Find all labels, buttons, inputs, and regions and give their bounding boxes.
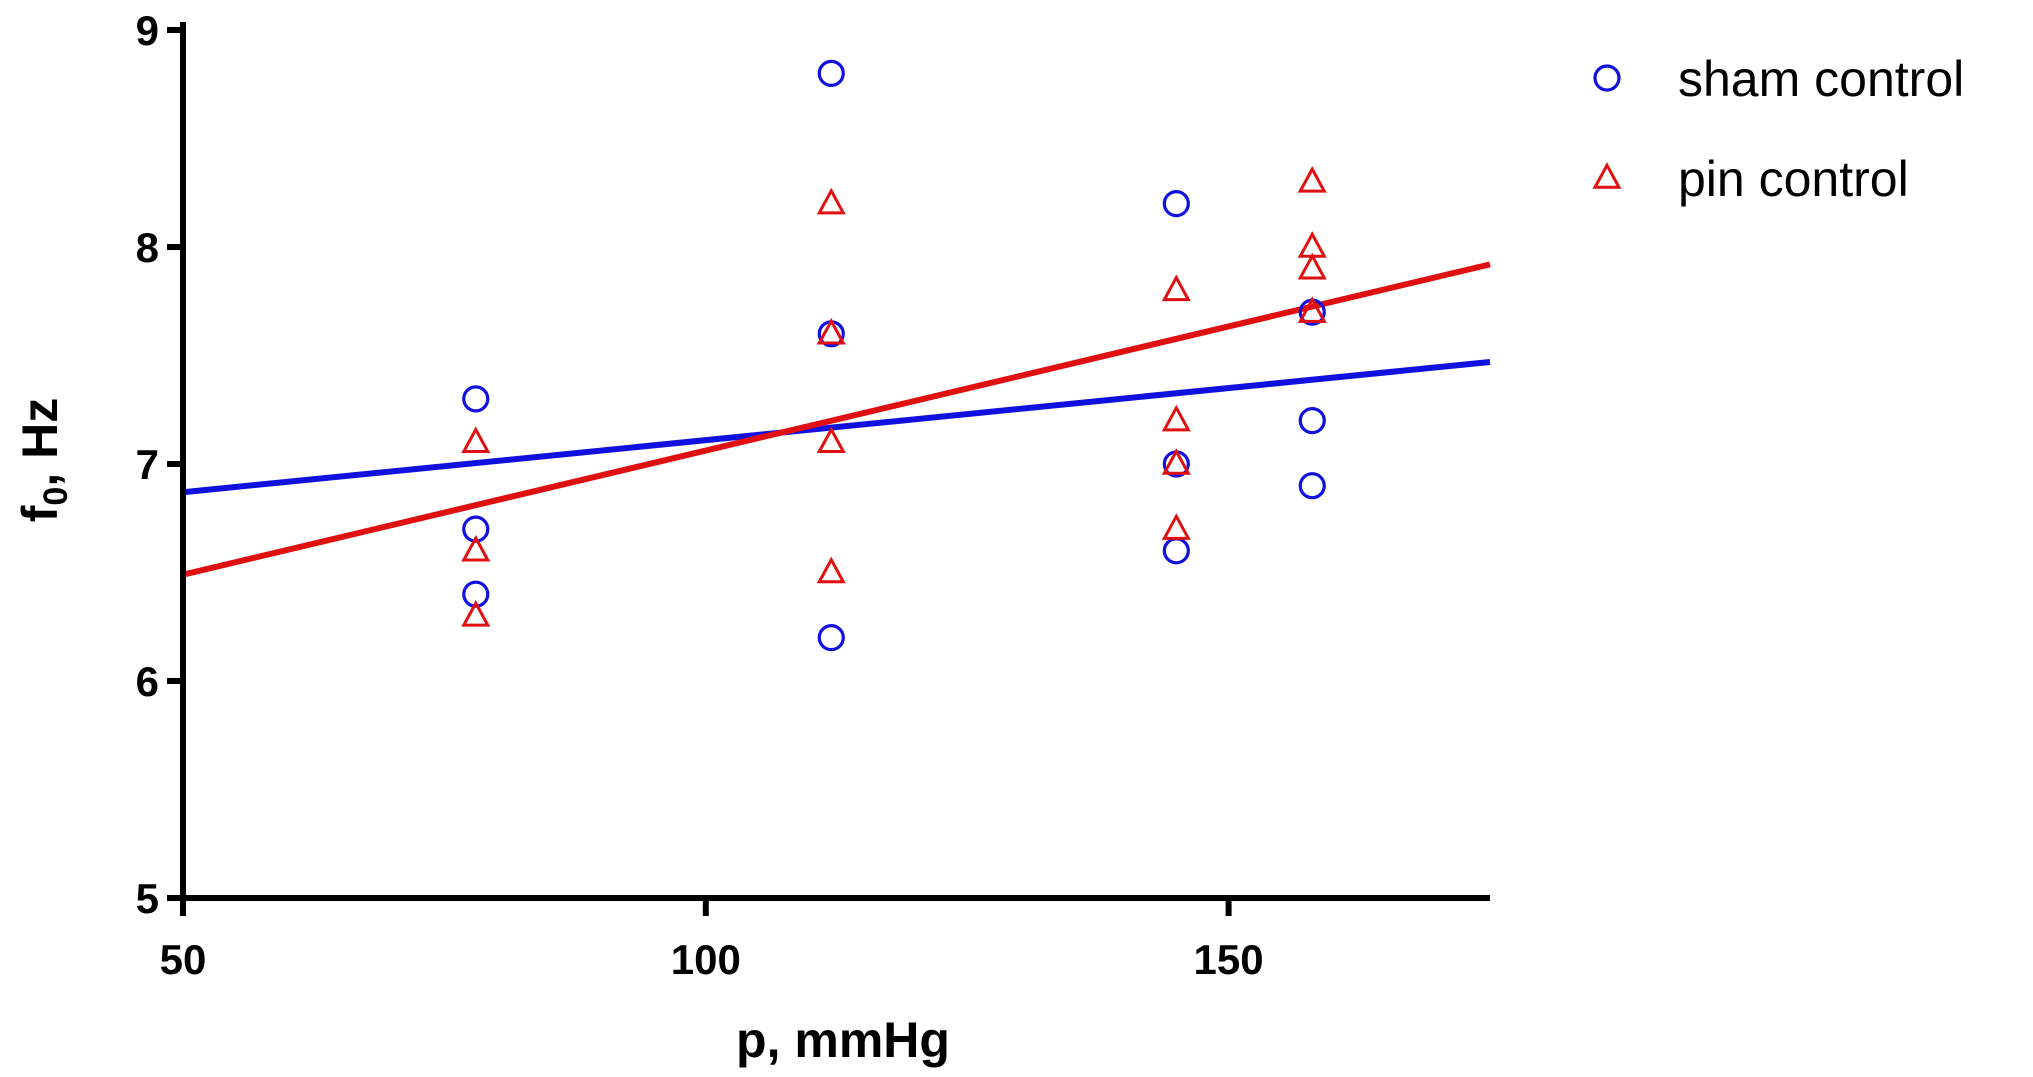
x-axis-title: p, mmHg: [736, 1012, 950, 1068]
pin-control-point: [816, 426, 846, 454]
pin-control-point: [1297, 252, 1327, 280]
y-tick-label: 5: [136, 875, 159, 922]
sham-control-point: [817, 59, 845, 88]
legend-label-sham-control: sham control: [1678, 51, 1964, 107]
pin-control-point: [1161, 404, 1191, 432]
pin-control-point: [461, 600, 491, 627]
y-tick-label: 6: [136, 658, 159, 705]
legend: sham control pin control: [1592, 51, 1964, 207]
sham-control-point: [1162, 537, 1190, 565]
sham-control-point: [1298, 472, 1326, 500]
pin-control-point: [1161, 448, 1191, 475]
legend-marker-sham-control: [1593, 64, 1621, 92]
fit-lines: [182, 261, 1491, 578]
pin-control-point: [1161, 274, 1191, 302]
pin-control-fit-line: [182, 261, 1491, 578]
y-axis-title-main: f: [12, 505, 68, 522]
x-tick-label: 150: [1194, 936, 1264, 983]
y-tick-label: 8: [136, 224, 159, 271]
pin-control-point: [1297, 166, 1327, 193]
x-tick-label: 100: [671, 936, 741, 983]
data-points: [461, 59, 1327, 652]
y-axis-title: f0, Hz: [12, 398, 75, 522]
legend-marker-pin-control: [1592, 162, 1622, 189]
y-tick-label: 9: [136, 7, 159, 54]
legend-label-pin-control: pin control: [1678, 151, 1909, 207]
pin-control-point: [1297, 296, 1327, 323]
pin-control-point: [1161, 513, 1191, 540]
sham-control-point: [1162, 190, 1190, 218]
axes: 5 6 7 8 9 50 100 150: [136, 7, 1490, 983]
sham-control-point: [462, 385, 490, 413]
sham-control-point: [817, 623, 845, 652]
sham-control-fit-line: [182, 359, 1491, 496]
pin-control-point: [816, 187, 846, 215]
pin-control-point: [816, 556, 846, 584]
pin-control-point: [816, 317, 846, 345]
pin-control-point: [461, 426, 491, 454]
y-axis-title-subscript: 0: [37, 487, 75, 506]
x-tick-label: 50: [160, 936, 207, 983]
pin-control-point: [461, 534, 491, 562]
y-tick-label: 7: [136, 441, 159, 488]
y-axis-title-unit: , Hz: [12, 398, 68, 487]
sham-control-point: [1298, 407, 1326, 435]
